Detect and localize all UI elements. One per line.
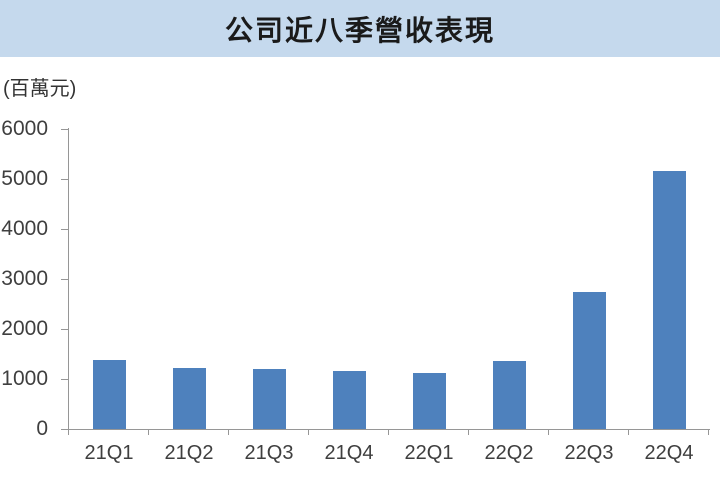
x-label-22Q1: 22Q1 [404, 442, 454, 464]
x-tick-mark-6 [548, 429, 549, 435]
x-tick-mark-3 [308, 429, 309, 435]
y-tick-label-4000: 4000 [1, 217, 48, 240]
bar-22Q4 [652, 171, 686, 429]
y-tick-label-1000: 1000 [1, 367, 48, 390]
y-tick-label-6000: 6000 [1, 117, 48, 140]
bar-22Q1 [412, 373, 446, 429]
bar-21Q2 [172, 368, 206, 429]
x-label-21Q1: 21Q1 [84, 442, 134, 464]
x-label-22Q4: 22Q4 [644, 442, 694, 464]
y-tick-label-0: 0 [36, 417, 48, 440]
x-tick-mark-5 [468, 429, 469, 435]
y-tick-mark-3000 [61, 279, 68, 280]
x-label-22Q2: 22Q2 [484, 442, 534, 464]
bar-21Q1 [92, 360, 126, 429]
bar-21Q3 [252, 369, 286, 429]
y-tick-label-5000: 5000 [1, 167, 48, 190]
y-tick-label-2000: 2000 [1, 317, 48, 340]
y-tick-mark-1000 [61, 379, 68, 380]
y-tick-mark-5000 [61, 179, 68, 180]
bar-22Q3 [572, 292, 606, 429]
x-tick-mark-2 [228, 429, 229, 435]
x-tick-mark-8 [708, 429, 709, 435]
chart-title-bar: 公司近八季營收表現 [0, 0, 720, 57]
x-tick-mark-7 [628, 429, 629, 435]
bar-22Q2 [492, 361, 526, 429]
x-tick-mark-1 [148, 429, 149, 435]
x-label-21Q4: 21Q4 [324, 442, 374, 464]
x-label-22Q3: 22Q3 [564, 442, 614, 464]
y-tick-mark-6000 [61, 129, 68, 130]
y-tick-mark-0 [61, 429, 68, 430]
bar-21Q4 [332, 371, 366, 429]
x-tick-mark-4 [388, 429, 389, 435]
y-axis-unit-label: (百萬元) [3, 78, 77, 100]
y-tick-label-3000: 3000 [1, 267, 48, 290]
y-axis-line [68, 128, 69, 430]
x-label-21Q2: 21Q2 [164, 442, 214, 464]
x-label-21Q3: 21Q3 [244, 442, 294, 464]
chart-title: 公司近八季營收表現 [224, 14, 495, 46]
y-tick-mark-2000 [61, 329, 68, 330]
y-tick-mark-4000 [61, 229, 68, 230]
x-axis-line [68, 429, 710, 430]
x-tick-mark-0 [68, 429, 69, 435]
